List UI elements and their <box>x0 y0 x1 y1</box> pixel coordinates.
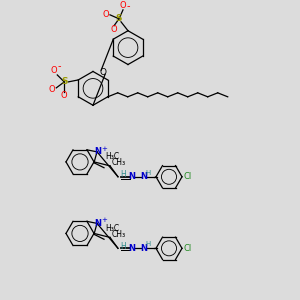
Text: N: N <box>140 172 148 181</box>
Text: CH₃: CH₃ <box>112 158 126 167</box>
Text: H: H <box>146 170 151 176</box>
Text: +: + <box>101 146 107 152</box>
Text: -: - <box>58 61 61 71</box>
Text: O: O <box>120 2 126 10</box>
Text: +: + <box>101 218 107 224</box>
Text: -: - <box>126 1 130 11</box>
Text: O: O <box>103 10 109 19</box>
Text: Cl: Cl <box>184 244 192 253</box>
Text: Cl: Cl <box>184 172 192 181</box>
Text: H₃C: H₃C <box>105 152 119 161</box>
Text: O: O <box>61 91 68 100</box>
Text: H: H <box>120 242 126 251</box>
Text: O: O <box>49 85 56 94</box>
Text: CH₃: CH₃ <box>112 230 126 239</box>
Text: O: O <box>111 25 117 34</box>
Text: S: S <box>61 77 68 86</box>
Text: H₃C: H₃C <box>105 224 119 233</box>
Text: N: N <box>94 147 101 156</box>
Text: N: N <box>94 219 101 228</box>
Text: S: S <box>116 14 122 23</box>
Text: H: H <box>146 242 151 248</box>
Text: N: N <box>128 244 136 253</box>
Text: N: N <box>128 172 136 181</box>
Text: H: H <box>120 170 126 179</box>
Text: O: O <box>100 68 106 77</box>
Text: O: O <box>51 67 58 76</box>
Text: N: N <box>140 244 148 253</box>
